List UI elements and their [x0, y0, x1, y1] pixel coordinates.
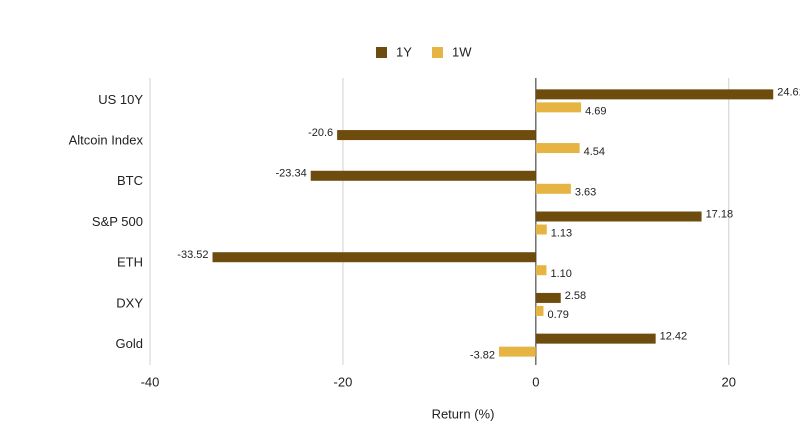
bar — [310, 170, 536, 181]
value-label: 4.54 — [584, 146, 605, 158]
bar — [498, 346, 536, 357]
bar — [212, 252, 536, 263]
value-label: 24.61 — [777, 86, 800, 98]
y-tick-label: S&P 500 — [92, 214, 143, 229]
value-label: 0.79 — [547, 309, 568, 321]
value-label: 1.10 — [550, 268, 571, 280]
bar — [535, 102, 582, 113]
y-tick-label: US 10Y — [98, 92, 143, 107]
legend-swatch — [432, 47, 443, 58]
x-tick-label: -40 — [141, 374, 160, 389]
x-axis-label: Return (%) — [432, 406, 495, 421]
value-label: -33.52 — [177, 249, 208, 261]
value-label: -20.6 — [308, 127, 333, 139]
x-tick-label: 0 — [532, 374, 539, 389]
bar — [535, 292, 561, 303]
bar — [535, 224, 547, 235]
bar — [535, 265, 547, 276]
y-tick-label: DXY — [116, 295, 143, 310]
value-label: -3.82 — [470, 350, 495, 362]
bar — [535, 143, 580, 154]
legend-swatch — [376, 47, 387, 58]
value-label: -23.34 — [276, 168, 307, 180]
bar — [535, 183, 571, 194]
legend-label: 1W — [452, 44, 472, 59]
value-label: 3.63 — [575, 187, 596, 199]
value-label: 2.58 — [565, 290, 586, 302]
y-tick-label: Altcoin Index — [69, 133, 144, 148]
bar — [535, 89, 774, 100]
bar — [535, 211, 702, 222]
bar — [535, 305, 544, 316]
value-label: 4.69 — [585, 105, 606, 117]
y-tick-label: Gold — [116, 336, 143, 351]
bar — [337, 130, 536, 141]
x-tick-label: -20 — [334, 374, 353, 389]
y-tick-label: BTC — [117, 173, 143, 188]
value-label: 12.42 — [660, 331, 688, 343]
value-label: 17.18 — [706, 208, 734, 220]
value-label: 1.13 — [551, 227, 572, 239]
y-tick-label: ETH — [117, 255, 143, 270]
x-tick-label: 20 — [722, 374, 736, 389]
legend-label: 1Y — [396, 44, 412, 59]
bar — [535, 333, 656, 344]
